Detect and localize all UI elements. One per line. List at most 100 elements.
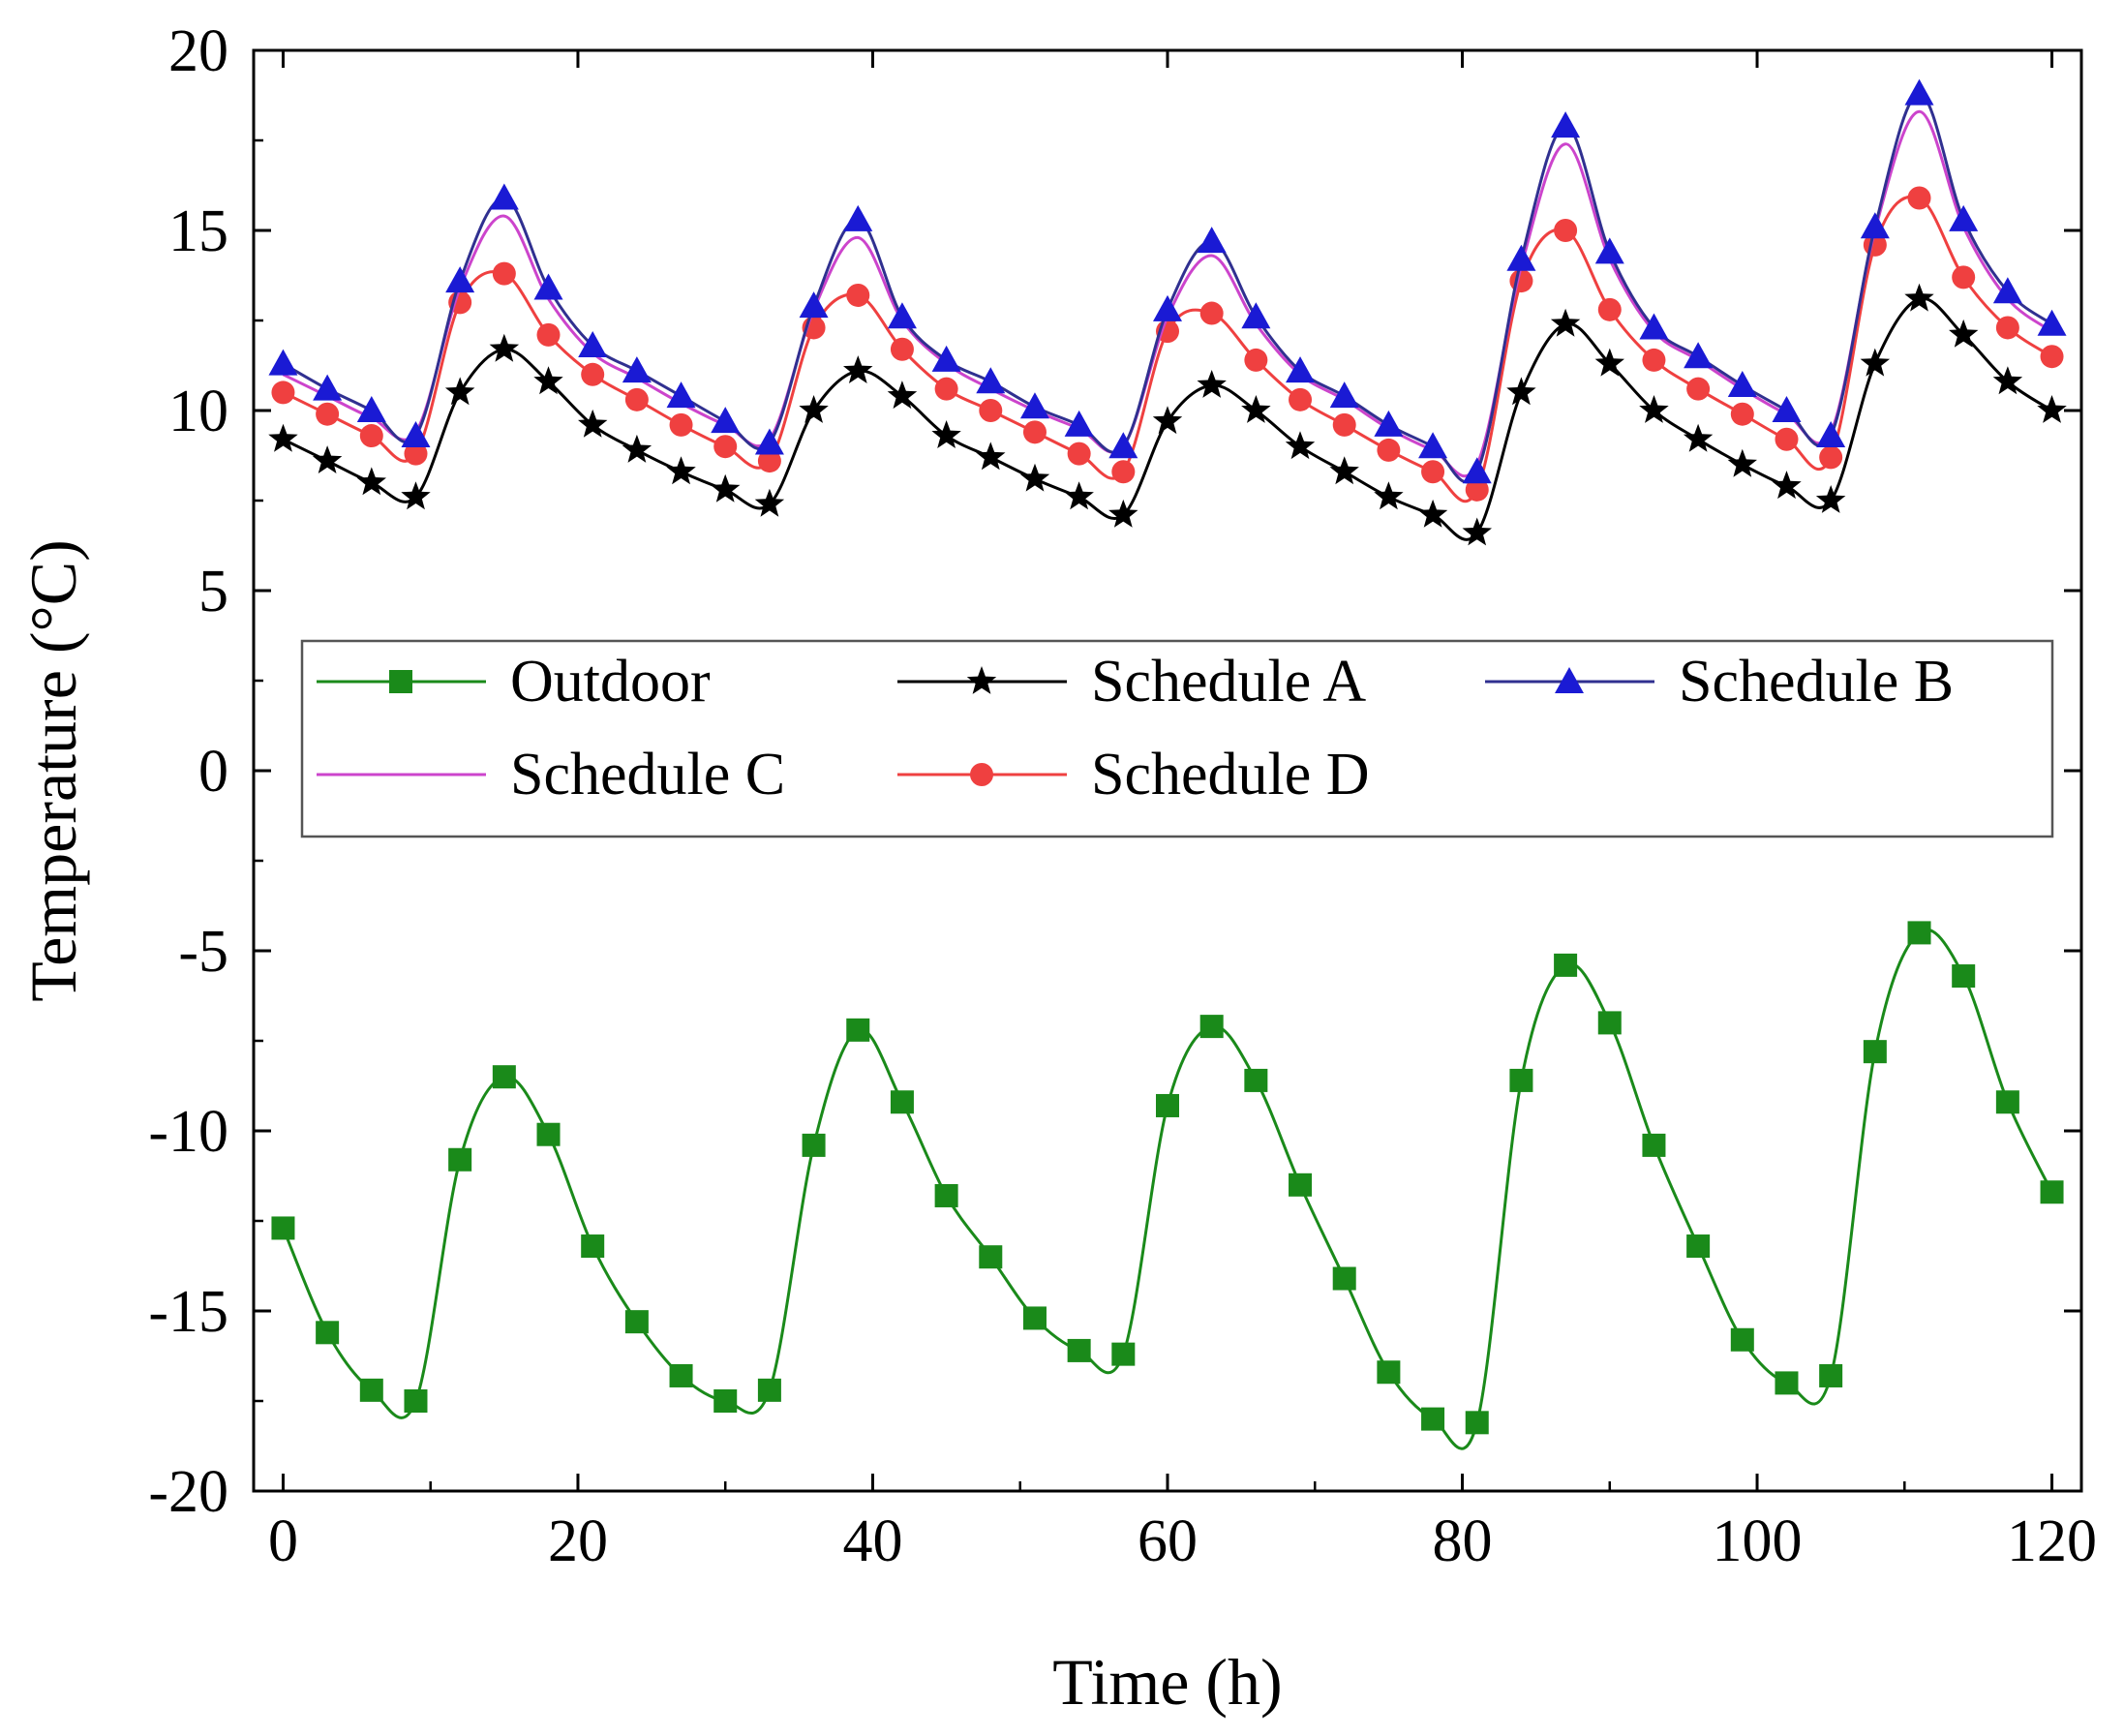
series-outdoor: [271, 921, 2064, 1450]
data-point-schedule-d: [1377, 438, 1401, 462]
data-point-schedule-b: [356, 396, 386, 422]
data-point-schedule-b: [1551, 111, 1581, 138]
data-point-outdoor: [1377, 1360, 1401, 1385]
data-point-outdoor: [1863, 1040, 1887, 1064]
data-point-schedule-b: [268, 349, 298, 376]
data-point-outdoor: [2040, 1180, 2064, 1204]
data-point-schedule-a: [931, 420, 961, 448]
series-schedule-b: [268, 78, 2067, 484]
data-point-outdoor: [1244, 1068, 1268, 1092]
data-point-schedule-b: [843, 204, 873, 231]
data-point-schedule-d: [979, 399, 1003, 422]
data-point-schedule-b: [754, 428, 784, 455]
x-axis-title: Time (h): [1052, 1645, 1282, 1719]
data-point-schedule-b: [1949, 204, 1979, 231]
data-point-schedule-a: [1949, 319, 1979, 348]
data-point-schedule-b: [1992, 277, 2022, 304]
data-point-schedule-b: [1727, 370, 1757, 397]
data-point-outdoor: [1156, 1093, 1179, 1117]
y-tick-label: -20: [148, 1459, 228, 1525]
data-point-schedule-b: [313, 374, 343, 401]
data-point-outdoor: [536, 1122, 561, 1146]
data-point-schedule-b: [1241, 302, 1271, 329]
data-point-schedule-d: [713, 435, 738, 459]
data-point-schedule-a: [401, 481, 431, 510]
y-tick-label: 0: [198, 739, 228, 805]
data-point-schedule-d: [1289, 387, 1313, 411]
legend-item-schedule-d: Schedule D: [897, 742, 1370, 807]
data-point-schedule-b: [2037, 309, 2067, 336]
data-point-schedule-b: [1904, 78, 1934, 106]
data-point-outdoor: [802, 1133, 826, 1157]
series-schedule-d: [271, 186, 2064, 503]
data-point-schedule-d: [890, 337, 914, 361]
legend-item-schedule-a: Schedule A: [897, 649, 1366, 715]
data-point-schedule-b: [1684, 342, 1714, 369]
data-point-schedule-a: [666, 456, 696, 485]
legend-label: Schedule A: [1091, 649, 1366, 715]
data-point-schedule-a: [843, 355, 873, 383]
data-point-schedule-a: [1197, 370, 1227, 398]
data-point-schedule-b: [1197, 227, 1227, 254]
data-point-schedule-d: [271, 381, 295, 405]
y-tick-label: -5: [178, 919, 228, 985]
data-point-schedule-a: [754, 488, 785, 517]
data-point-schedule-b: [976, 367, 1006, 394]
data-point-outdoor: [979, 1245, 1003, 1269]
data-point-schedule-d: [359, 424, 383, 448]
data-point-schedule-d: [1022, 420, 1047, 444]
data-point-schedule-d: [1554, 219, 1578, 242]
x-tick-label: 60: [1138, 1508, 1198, 1574]
data-point-schedule-d: [316, 402, 340, 426]
data-point-schedule-a: [1019, 463, 1050, 492]
data-point-schedule-a: [444, 377, 475, 406]
y-tick-label: 5: [198, 559, 228, 624]
data-point-schedule-b: [1329, 381, 1359, 409]
x-tick-label: 120: [2007, 1508, 2097, 1574]
data-point-schedule-a: [1285, 431, 1316, 460]
data-point-schedule-a: [799, 395, 829, 423]
data-point-schedule-b: [578, 331, 608, 358]
y-tick-label: 15: [168, 198, 228, 264]
data-point-outdoor: [1907, 921, 1931, 945]
data-point-outdoor: [1509, 1068, 1533, 1092]
data-point-outdoor: [581, 1234, 605, 1259]
data-point-schedule-a: [1108, 499, 1138, 528]
data-point-outdoor: [359, 1378, 383, 1402]
data-point-schedule-d: [1775, 427, 1799, 451]
data-point-schedule-d: [1199, 301, 1224, 325]
data-point-schedule-a: [1064, 481, 1094, 510]
data-point-outdoor: [271, 1216, 295, 1240]
data-point-schedule-d: [536, 322, 561, 347]
data-point-schedule-d: [1597, 297, 1622, 321]
data-point-outdoor: [448, 1147, 472, 1172]
data-point-schedule-d: [1067, 442, 1091, 466]
axis-ticks: 0 20 40 60 80 100 120 -20 -15 -10 -5 0 5 10 15 20: [148, 18, 2097, 1574]
data-point-schedule-b: [711, 407, 741, 434]
data-point-schedule-b: [799, 291, 829, 319]
data-point-schedule-d: [669, 412, 693, 437]
data-point-schedule-b: [666, 381, 696, 409]
x-tick-label: 100: [1713, 1508, 1803, 1574]
data-point-schedule-a: [1772, 471, 1802, 500]
data-point-schedule-b: [1462, 457, 1492, 484]
data-point-outdoor: [713, 1389, 738, 1413]
data-point-schedule-a: [1727, 448, 1757, 477]
data-point-outdoor: [1332, 1266, 1356, 1291]
x-tick-label: 0: [268, 1508, 298, 1574]
data-point-schedule-d: [1111, 460, 1136, 484]
data-point-schedule-d: [2040, 345, 2064, 369]
data-point-schedule-a: [1462, 517, 1492, 546]
y-tick-label: -15: [148, 1279, 228, 1345]
data-point-schedule-b: [1286, 356, 1316, 383]
data-point-outdoor: [1597, 1011, 1622, 1035]
data-point-schedule-d: [1730, 402, 1754, 426]
data-point-outdoor: [624, 1310, 649, 1334]
legend-item-schedule-b: Schedule B: [1485, 649, 1954, 715]
data-point-schedule-d: [1819, 445, 1843, 470]
data-point-outdoor: [492, 1065, 516, 1089]
x-tick-label: 40: [842, 1508, 902, 1574]
data-point-schedule-a: [268, 423, 298, 452]
data-point-schedule-d: [1465, 477, 1489, 502]
data-point-outdoor: [1554, 953, 1578, 977]
